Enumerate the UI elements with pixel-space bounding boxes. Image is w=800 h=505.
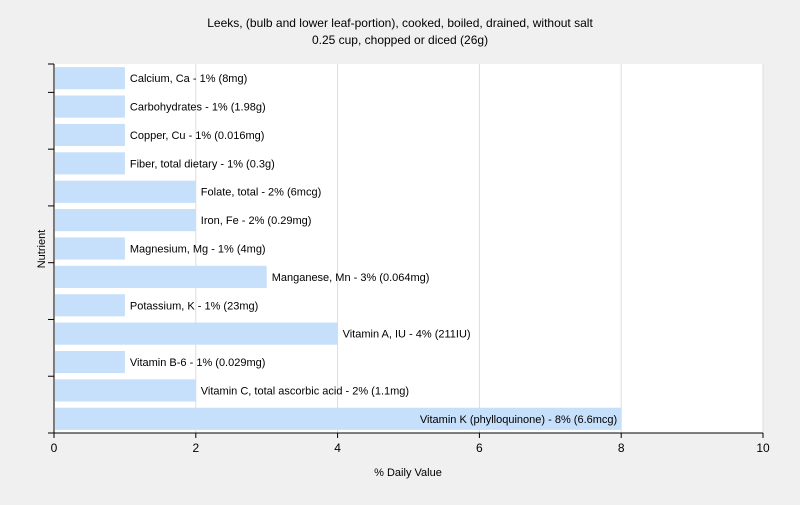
plot-area <box>54 64 763 433</box>
bar-label: Vitamin B-6 - 1% (0.029mg) <box>130 357 266 369</box>
x-tick-label: 6 <box>476 441 483 455</box>
bars: Calcium, Ca - 1% (8mg) Carbohydrates - 1%… <box>55 67 622 430</box>
bar-label: Vitamin C, total ascorbic acid - 2% (1.1… <box>201 385 409 397</box>
bar-label: Magnesium, Mg - 1% (4mg) <box>130 244 266 256</box>
bar <box>55 322 338 345</box>
bar-label: Iron, Fe - 2% (0.29mg) <box>201 215 312 227</box>
bar-label: Folate, total - 2% (6mcg) <box>201 187 321 199</box>
bar-label: Copper, Cu - 1% (0.016mg) <box>130 130 265 142</box>
bar <box>55 67 125 90</box>
bar <box>55 294 125 317</box>
bar <box>55 407 622 430</box>
bar <box>55 95 125 118</box>
bar-label: Fiber, total dietary - 1% (0.3g) <box>130 158 275 170</box>
bar-label: Vitamin K (phylloquinone) - 8% (6.6mcg) <box>420 414 617 426</box>
bar <box>55 123 125 147</box>
bar <box>55 379 196 402</box>
x-tick-label: 8 <box>618 441 625 455</box>
bar <box>55 237 125 260</box>
bar <box>55 152 125 175</box>
bar-label: Vitamin A, IU - 4% (211IU) <box>343 329 471 341</box>
bar <box>55 209 196 232</box>
bar-label: Potassium, K - 1% (23mg) <box>130 300 258 312</box>
bar <box>55 265 267 288</box>
x-tick-label: 4 <box>334 441 341 455</box>
gridlines <box>195 64 764 433</box>
x-tick-label: 2 <box>192 441 199 455</box>
bar-label: Calcium, Ca - 1% (8mg) <box>130 73 247 85</box>
x-tick-label: 10 <box>756 441 770 455</box>
bar-label: Carbohydrates - 1% (1.98g) <box>130 102 266 114</box>
bar <box>55 180 196 203</box>
x-axis-label: % Daily Value <box>374 467 442 479</box>
chart-subtitle: 0.25 cup, chopped or diced (26g) <box>312 33 488 47</box>
bar <box>55 350 125 374</box>
axes: 0 2 4 6 8 10 <box>48 63 770 455</box>
y-axis-label: Nutrient <box>36 230 48 269</box>
x-tick-label: 0 <box>51 441 58 455</box>
bar-label: Manganese, Mn - 3% (0.064mg) <box>272 272 430 284</box>
chart-title: Leeks, (bulb and lower leaf-portion), co… <box>207 16 593 30</box>
